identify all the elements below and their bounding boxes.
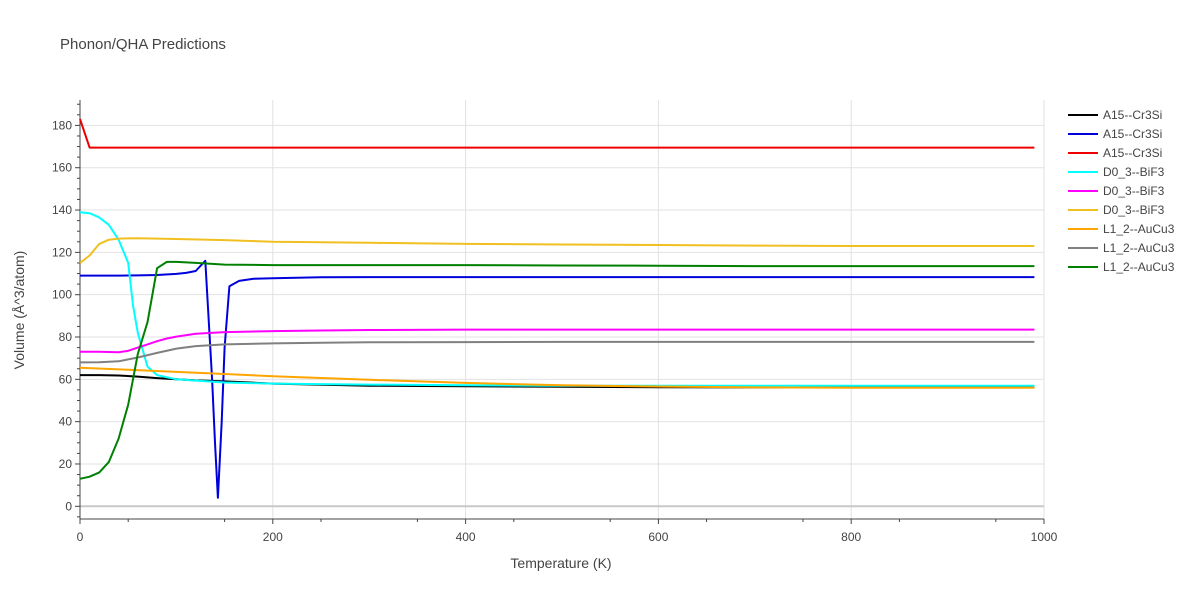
legend-label: D0_3--BiF3 (1103, 184, 1165, 198)
series-line-3 (79, 211, 1035, 387)
y-tick-label: 100 (52, 288, 72, 302)
grid-lines (80, 100, 1045, 519)
legend-item[interactable]: D0_3--BiF3 (1068, 203, 1165, 217)
series-line-2 (79, 118, 1035, 149)
x-tick-label: 400 (456, 530, 476, 544)
y-tick-label: 20 (59, 457, 73, 471)
legend-label: A15--Cr3Si (1103, 146, 1162, 160)
legend-label: A15--Cr3Si (1103, 108, 1162, 122)
legend-label: A15--Cr3Si (1103, 127, 1162, 141)
legend-item[interactable]: L1_2--AuCu3 (1068, 222, 1175, 236)
legend-item[interactable]: L1_2--AuCu3 (1068, 241, 1175, 255)
legend-item[interactable]: A15--Cr3Si (1068, 127, 1162, 141)
chart-title: Phonon/QHA Predictions (60, 36, 226, 53)
legend[interactable]: A15--Cr3Si A15--Cr3Si A15--Cr3Si D0_3--BiF3… (1068, 108, 1175, 274)
legend-label: L1_2--AuCu3 (1103, 241, 1175, 255)
y-tick-label: 140 (52, 203, 72, 217)
x-tick-label: 800 (841, 530, 861, 544)
axes: 0 200 400 600 800 1000 0 20 40 60 80 100 120 140 160 18… (52, 100, 1058, 544)
x-tick-label: 0 (77, 530, 84, 544)
legend-label: D0_3--BiF3 (1103, 203, 1165, 217)
legend-item[interactable]: L1_2--AuCu3 (1068, 260, 1175, 274)
y-tick-label: 80 (59, 330, 73, 344)
x-tick-label: 600 (648, 530, 668, 544)
y-tick-label: 180 (52, 118, 72, 132)
series-lines (79, 118, 1035, 499)
series-line-4 (80, 328, 1035, 354)
legend-label: L1_2--AuCu3 (1103, 222, 1175, 236)
series-line-8 (79, 260, 1035, 480)
series-line-5 (79, 237, 1035, 264)
series-line-6 (79, 366, 1035, 389)
legend-item[interactable]: D0_3--BiF3 (1068, 184, 1165, 198)
x-tick-label: 200 (263, 530, 283, 544)
y-tick-label: 0 (65, 499, 72, 513)
series-line-7 (79, 340, 1035, 364)
x-tick-label: 1000 (1031, 530, 1058, 544)
series-line-1 (80, 259, 1035, 499)
legend-item[interactable]: D0_3--BiF3 (1068, 165, 1165, 179)
x-axis-label: Temperature (K) (510, 555, 611, 571)
y-tick-label: 160 (52, 161, 72, 175)
legend-label: L1_2--AuCu3 (1103, 260, 1175, 274)
y-tick-label: 60 (59, 372, 73, 386)
y-axis-label: Volume (Å^3/atom) (11, 251, 27, 370)
y-tick-label: 120 (52, 245, 72, 259)
legend-label: D0_3--BiF3 (1103, 165, 1165, 179)
legend-item[interactable]: A15--Cr3Si (1068, 108, 1162, 122)
y-tick-label: 40 (59, 415, 73, 429)
legend-item[interactable]: A15--Cr3Si (1068, 146, 1162, 160)
